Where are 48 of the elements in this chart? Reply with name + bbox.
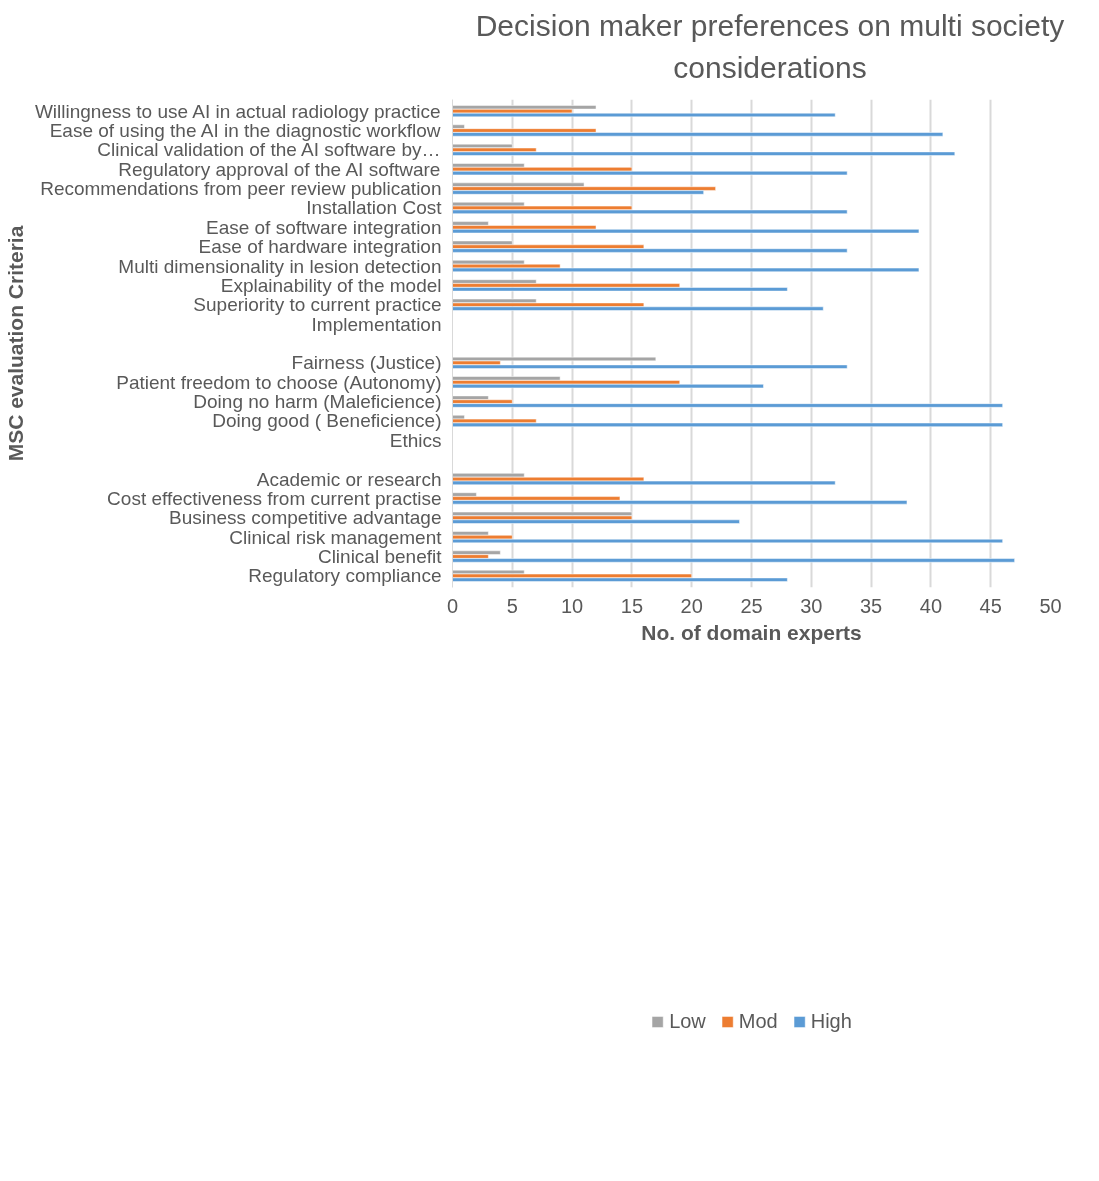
x-tick-label: 0: [446, 594, 459, 617]
y-tick-label: Fairness (Justice): [291, 352, 442, 374]
legend-label: High: [810, 1009, 852, 1033]
x-tick-label: 40: [919, 594, 943, 617]
bar: [452, 364, 848, 369]
x-tick-label: 10: [560, 594, 584, 617]
bar: [452, 577, 788, 582]
x-tick-label: 20: [680, 594, 703, 617]
bar: [452, 356, 657, 362]
bar: [452, 132, 944, 137]
bar: [452, 480, 836, 486]
y-tick-label: Ease of software integration: [205, 216, 442, 238]
bar: [452, 511, 633, 516]
y-tick-label: Academic or research: [256, 468, 442, 490]
x-tick-label: 35: [859, 594, 883, 617]
x-tick-label: 50: [1039, 594, 1062, 617]
bar: [452, 186, 716, 191]
bar: [452, 105, 597, 110]
bar: [452, 112, 836, 118]
x-tick-label: 15: [620, 594, 644, 617]
bar: [452, 267, 920, 272]
legend-label: Low: [669, 1009, 706, 1033]
bar: [452, 229, 920, 234]
legend-label: Mod: [738, 1009, 778, 1033]
bar: [452, 306, 824, 311]
x-tick-label: 30: [800, 594, 823, 617]
y-axis-title: MSC evaluation Criteria: [3, 225, 27, 462]
bar: [452, 422, 1003, 427]
bar: [452, 550, 501, 555]
bar: [452, 248, 848, 253]
chart-title: Decision maker preferences on multi society considerations: [475, 8, 1065, 86]
x-axis-title: No. of domain experts: [641, 620, 862, 644]
x-tick-label: 25: [740, 594, 763, 617]
bar: [452, 171, 848, 176]
bar: [452, 538, 1003, 544]
bar: [452, 558, 1015, 563]
y-tick-label: Regulatory compliance: [248, 565, 442, 587]
bar: [452, 500, 908, 505]
bar: [452, 384, 764, 389]
bar: [452, 287, 788, 292]
bar: [452, 209, 848, 214]
y-tick-label: Cost effectiveness from current practise: [107, 487, 442, 509]
bar: [452, 151, 956, 156]
x-tick-label: 5: [506, 594, 518, 617]
y-tick-label: Willingness to use AI in actual radiology practice: [34, 100, 441, 122]
bar: [452, 403, 1003, 408]
x-tick-label: 45: [979, 594, 1002, 617]
bar: [452, 519, 740, 524]
